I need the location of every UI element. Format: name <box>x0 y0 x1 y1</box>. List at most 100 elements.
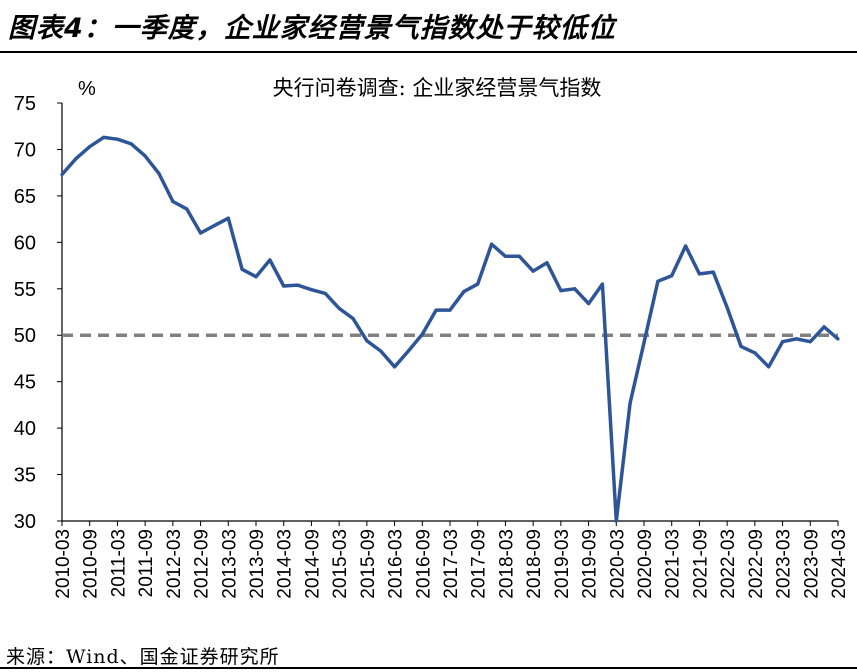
y-tick-label: 70 <box>14 139 36 161</box>
data-point <box>753 351 757 355</box>
x-tick-label: 2019-03 <box>552 529 573 599</box>
x-tick-label: 2016-03 <box>386 529 407 599</box>
figure-title: 图表4：一季度，企业家经营景气指数处于较低位 <box>8 13 616 44</box>
data-point <box>476 282 480 286</box>
data-point <box>74 157 78 161</box>
data-point <box>171 199 175 204</box>
data-point <box>642 341 646 345</box>
data-point <box>60 172 64 177</box>
x-tick-label: 2015-09 <box>358 529 379 599</box>
x-axis: 2010-03 2010-09 2011-03 2011-09 2012-03 2012-… <box>53 520 850 599</box>
x-tick-label: 2014-09 <box>302 529 323 599</box>
data-point <box>282 284 286 288</box>
x-tick-label: 2014-03 <box>275 529 296 599</box>
x-tick-label: 2012-09 <box>192 529 213 599</box>
data-point <box>517 254 521 258</box>
x-tick-label: 2022-09 <box>746 529 767 599</box>
x-tick-label: 2020-03 <box>607 529 628 599</box>
data-point <box>794 337 799 341</box>
y-tick-label: 35 <box>14 465 36 487</box>
x-tick-label: 2017-09 <box>469 529 490 599</box>
data-point <box>725 305 729 309</box>
data-point <box>628 401 632 405</box>
data-point <box>392 365 397 369</box>
x-tick-label: 2011-09 <box>136 529 157 597</box>
data-point <box>240 267 244 271</box>
data-point <box>379 349 383 353</box>
data-point <box>767 365 771 369</box>
y-tick-label: 60 <box>14 232 36 254</box>
data-point <box>198 231 203 235</box>
y-tick-label: 65 <box>14 186 36 208</box>
y-tick-label: 40 <box>14 418 36 440</box>
data-point <box>559 289 563 293</box>
data-point <box>406 349 411 353</box>
x-tick-label: 2023-03 <box>774 529 795 599</box>
x-tick-label: 2023-09 <box>801 529 822 599</box>
data-point <box>226 216 230 220</box>
y-axis-unit-label: % <box>78 78 96 100</box>
y-tick-label: 75 <box>14 93 36 115</box>
y-tick-label: 30 <box>14 511 36 533</box>
x-tick-label: 2015-03 <box>330 529 351 599</box>
data-point <box>670 274 674 278</box>
data-point <box>573 287 577 291</box>
data-point <box>614 519 618 523</box>
data-point <box>337 306 341 310</box>
x-tick-label: 2022-03 <box>718 529 739 599</box>
data-point <box>101 135 106 139</box>
data-point <box>143 154 147 158</box>
x-tick-label: 2021-03 <box>663 529 684 599</box>
x-tick-label: 2024-03 <box>829 529 850 599</box>
data-point <box>115 137 120 141</box>
data-point <box>697 272 702 276</box>
data-point <box>503 254 508 258</box>
data-point <box>711 270 715 274</box>
y-tick-label: 55 <box>14 279 36 301</box>
y-axis: 30 35 40 45 50 55 60 65 70 75 <box>14 93 63 533</box>
data-point <box>683 244 688 248</box>
data-point <box>739 344 743 348</box>
chart-title: 央行问卷调查: 企业家经营景气指数 <box>273 76 602 100</box>
x-tick-label: 2018-03 <box>496 529 517 599</box>
x-tick-label: 2016-09 <box>413 529 434 599</box>
x-tick-label: 2019-09 <box>580 529 601 599</box>
title-divider <box>0 51 857 53</box>
footer-divider <box>0 667 857 669</box>
data-point <box>157 171 161 176</box>
x-tick-label: 2013-09 <box>247 529 268 599</box>
data-point <box>254 275 258 279</box>
x-tick-label: 2010-03 <box>53 529 74 599</box>
series-line <box>60 135 840 523</box>
x-tick-label: 2011-03 <box>108 529 129 597</box>
data-point <box>88 145 92 149</box>
data-point <box>489 242 494 246</box>
x-tick-label: 2021-09 <box>690 529 711 599</box>
data-point <box>268 258 272 262</box>
data-point <box>212 224 217 228</box>
data-point <box>365 339 369 343</box>
y-tick-label: 50 <box>14 325 36 347</box>
data-point <box>545 261 549 265</box>
data-point <box>531 269 535 273</box>
source-note: 来源：Wind、国金证券研究所 <box>6 646 280 668</box>
data-point <box>586 302 591 306</box>
data-point <box>462 289 466 294</box>
data-point <box>600 282 605 286</box>
data-point <box>295 283 300 287</box>
x-tick-label: 2010-09 <box>81 529 102 599</box>
data-point <box>185 207 189 211</box>
data-point <box>656 279 660 283</box>
x-tick-label: 2013-03 <box>219 529 240 599</box>
data-point <box>836 337 840 341</box>
y-tick-label: 45 <box>14 372 36 394</box>
data-point <box>351 316 355 321</box>
line-chart: 央行问卷调查: 企业家经营景气指数 % 30 35 40 45 50 55 60 65 70 75… <box>14 76 850 599</box>
data-point <box>780 340 785 344</box>
data-point <box>808 340 812 344</box>
data-point <box>129 142 133 146</box>
chart-container: 央行问卷调查: 企业家经营景气指数 % 30 35 40 45 50 55 60 65 70 75… <box>0 54 857 629</box>
data-point <box>434 308 438 312</box>
x-tick-label: 2020-09 <box>635 529 656 599</box>
x-tick-label: 2017-03 <box>441 529 462 599</box>
